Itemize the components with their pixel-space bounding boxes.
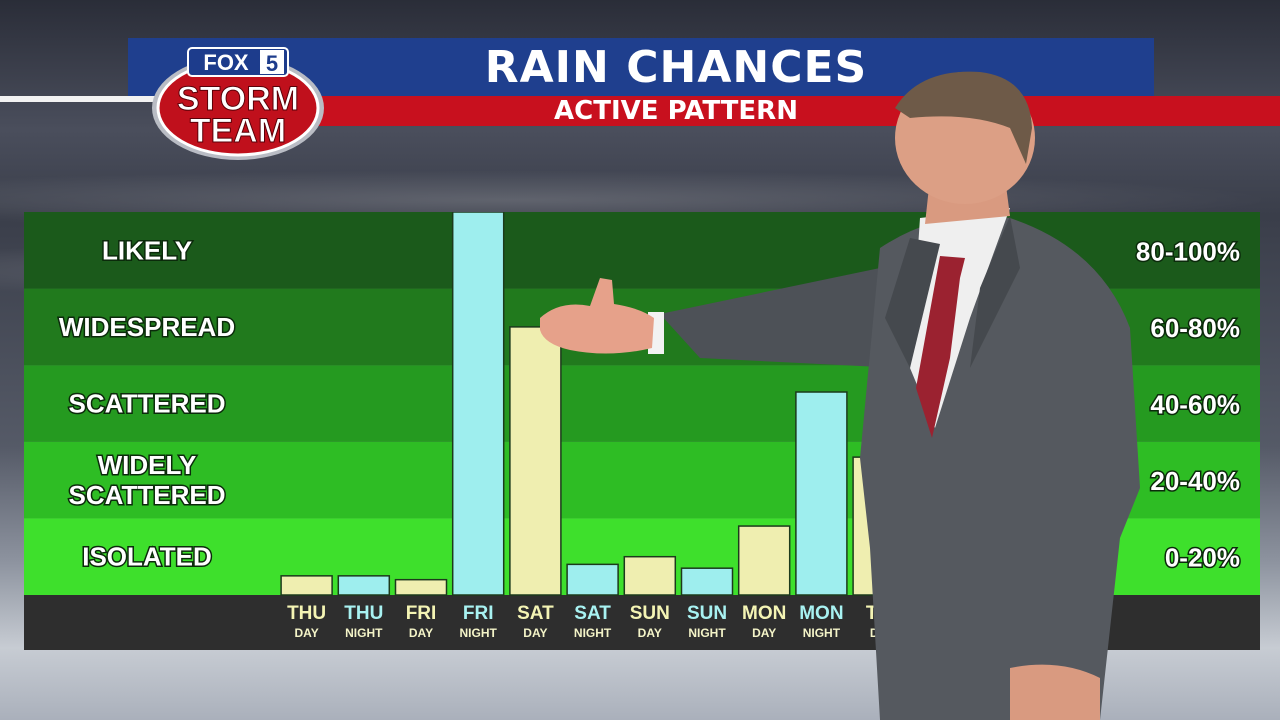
bar-fri-night	[451, 212, 505, 596]
band-range-label: 0-20%	[1165, 543, 1240, 573]
x-tick-part: NIGHT	[460, 626, 498, 640]
chart-title: RAIN CHANCES	[484, 41, 868, 93]
band-range-label: 20-40%	[1150, 466, 1240, 496]
x-tick-day: SAT	[517, 603, 554, 624]
x-tick-day: SUN	[687, 603, 727, 624]
x-tick-part: DAY	[638, 626, 662, 640]
x-tick-day: THU	[344, 603, 383, 624]
band-range-label: 60-80%	[1150, 313, 1240, 343]
bar-sat-day	[509, 326, 562, 596]
x-tick-part: NIGHT	[803, 626, 841, 640]
bar-sun-night	[680, 567, 734, 596]
band-label: WIDELY	[98, 450, 197, 480]
band-range-label: 80-100%	[1136, 236, 1240, 266]
bar-sat-night	[566, 563, 619, 596]
x-tick-day: MON	[799, 603, 843, 624]
band-range-label: 40-60%	[1150, 390, 1240, 420]
band-label: WIDESPREAD	[59, 312, 235, 342]
x-tick-day: SAT	[574, 603, 611, 624]
x-tick-part: NIGHT	[688, 626, 726, 640]
bar-sun-day	[623, 555, 677, 596]
bar-thu-night	[337, 575, 391, 596]
band-label: SCATTERED	[69, 480, 226, 510]
bar-mon-day	[737, 525, 791, 596]
logo-fox-text: FOX	[203, 50, 249, 75]
band-label: ISOLATED	[82, 542, 212, 572]
logo-number: 5	[266, 51, 278, 76]
x-tick-part: NIGHT	[345, 626, 383, 640]
logo-storm-text: STORM	[177, 80, 299, 118]
logo-team-text: TEAM	[190, 112, 286, 150]
bar-thu-day	[280, 575, 333, 596]
x-tick-part: DAY	[752, 626, 776, 640]
band-label: LIKELY	[102, 235, 192, 265]
presenter-figure	[540, 71, 1140, 720]
x-tick-part: DAY	[523, 626, 547, 640]
band-label: SCATTERED	[69, 389, 226, 419]
bar-fri-day	[394, 578, 448, 596]
bar-mon-night	[795, 391, 848, 596]
x-tick-day: SUN	[630, 603, 670, 624]
header-rule	[0, 96, 160, 102]
presenter-tie	[916, 256, 965, 438]
x-tick-day: FRI	[406, 603, 437, 624]
x-tick-part: DAY	[294, 626, 318, 640]
x-tick-part: NIGHT	[574, 626, 612, 640]
x-tick-part: DAY	[409, 626, 433, 640]
subtitle-bar: ACTIVE PATTERN	[300, 96, 1280, 126]
fox5-storm-team-logo: FOX 5 STORM TEAM	[152, 47, 324, 160]
x-tick-day: MON	[742, 603, 786, 624]
x-tick-day: THU	[287, 603, 326, 624]
presenter-hand	[540, 278, 654, 354]
chart-subtitle: ACTIVE PATTERN	[554, 96, 798, 126]
x-tick-day: FRI	[463, 603, 494, 624]
rain-chance-chart: LIKELY 80-100% WIDESPREAD 60-80% SCATTERED 40…	[24, 212, 1260, 650]
